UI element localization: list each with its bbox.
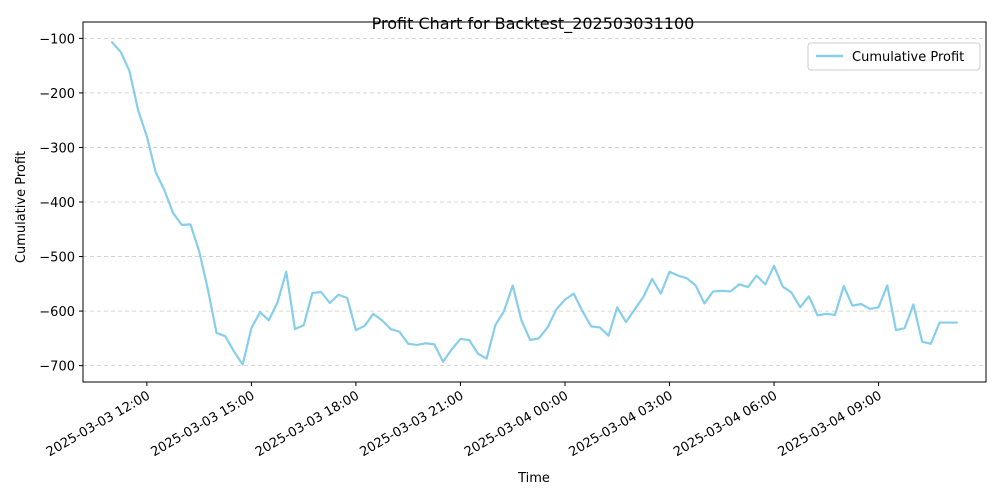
y-axis: −100 −200 −300 −400 −500 −600 −700 [39,32,83,375]
y-axis-label: Cumulative Profit [14,151,29,263]
y-tick-label: −400 [39,196,75,211]
x-axis-label: Time [517,471,550,486]
y-tick-label: −200 [39,87,75,102]
y-tick-label: −300 [39,141,75,156]
y-tick-label: −100 [39,32,75,47]
legend-box [807,42,981,71]
chart-title: Profit Chart for Backtest_202503031100 [372,14,695,34]
y-tick-label: −500 [39,251,75,266]
cumulative-profit-line [110,41,959,366]
legend: Cumulative Profit [807,42,981,71]
y-tick-label: −700 [39,360,75,375]
legend-entry-label: Cumulative Profit [852,50,964,65]
series-layer [110,41,959,366]
y-tick-label: −600 [39,305,75,320]
